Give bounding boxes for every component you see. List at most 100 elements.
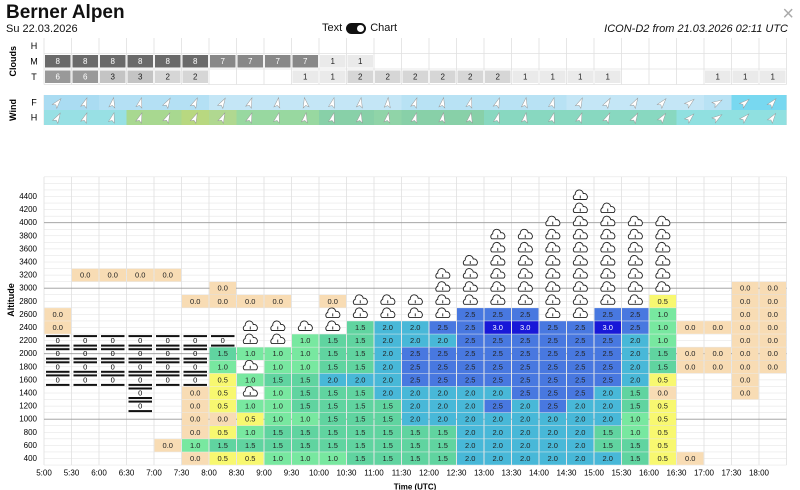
thermal-cell xyxy=(567,373,594,387)
thermal-value: 0.5 xyxy=(658,454,668,463)
thermal-cell xyxy=(182,452,209,465)
thermal-cell xyxy=(759,308,786,321)
inversion-bar xyxy=(46,348,70,351)
cloud-icon xyxy=(242,359,258,371)
cloud-cell xyxy=(347,70,373,83)
altitude-tick: 2400 xyxy=(19,323,37,332)
inversion-bar xyxy=(73,344,97,347)
thermal-cell xyxy=(594,308,621,321)
thermal-value: 0.5 xyxy=(218,454,228,463)
cloud-shape xyxy=(380,307,396,318)
cloud-shape xyxy=(517,228,533,240)
wind-arrow-icon xyxy=(355,96,363,109)
wind-arrow-shape xyxy=(520,111,528,124)
thermal-cell xyxy=(374,426,401,439)
toggle-switch[interactable] xyxy=(346,22,367,34)
thermal-cell xyxy=(429,360,456,374)
cloud-shape xyxy=(517,255,533,266)
inversion-bar xyxy=(183,370,207,373)
thermal-value: 0.5 xyxy=(218,389,228,398)
inversion-bar xyxy=(73,348,97,351)
page-title: Berner Alpen xyxy=(6,2,125,23)
wind-arrow-shape xyxy=(492,96,500,109)
cloud-shape xyxy=(490,228,506,240)
inversion-bar xyxy=(46,361,70,364)
cloud-value: 1 xyxy=(331,72,336,81)
inversion-bar xyxy=(73,361,97,364)
thermal-value: 0 xyxy=(83,336,87,345)
thermal-value: 1.5 xyxy=(328,402,338,411)
cloud-shape xyxy=(572,281,588,292)
view-toggle[interactable]: Text Chart xyxy=(322,22,397,34)
time-tick: 15:00 xyxy=(584,469,605,478)
thermal-value: 2.5 xyxy=(465,349,475,358)
inversion-bar xyxy=(183,357,207,360)
thermal-cell xyxy=(347,439,374,452)
cloud-icon xyxy=(490,281,506,292)
inversion-bar xyxy=(73,357,97,360)
thermal-cell xyxy=(649,426,676,439)
wind-arrow-icon xyxy=(438,111,446,124)
thermal-value: 2.0 xyxy=(603,415,613,424)
thermal-value: 2.0 xyxy=(383,323,393,332)
thermal-cell xyxy=(539,452,566,465)
thermal-cell xyxy=(594,347,621,360)
thermal-value: 1.0 xyxy=(328,454,338,463)
thermal-value: 1.5 xyxy=(410,454,420,463)
cloud-shape xyxy=(545,215,561,227)
cloud-value: 8 xyxy=(193,57,198,66)
cloud-icon xyxy=(517,268,533,279)
thermal-cell xyxy=(264,412,291,426)
cloud-icon xyxy=(600,281,616,292)
thermal-cell xyxy=(567,439,594,452)
thermal-value: 2.5 xyxy=(630,323,640,332)
thermal-cell xyxy=(402,334,429,347)
thermal-value: 1.5 xyxy=(218,441,228,450)
cloud-shape xyxy=(600,294,616,305)
cloud-value: 1 xyxy=(551,72,556,81)
cloud-cell xyxy=(402,70,428,83)
cloud-icon xyxy=(435,294,451,305)
thermal-value: 2.5 xyxy=(493,375,503,384)
wind-arrow-shape xyxy=(302,96,310,109)
cloud-icon xyxy=(517,281,533,292)
cloud-icon xyxy=(407,294,423,305)
thermal-cell xyxy=(319,426,346,439)
wind-arrow-icon xyxy=(272,111,280,124)
thermal-value: 0 xyxy=(138,402,142,411)
wind-arrow-shape xyxy=(711,99,723,109)
time-tick: 10:00 xyxy=(309,469,330,478)
thermal-value: 1.0 xyxy=(273,454,283,463)
thermal-value: 1.0 xyxy=(245,375,255,384)
cloud-value: 7 xyxy=(248,57,253,66)
thermal-value: 0.5 xyxy=(658,297,668,306)
thermal-cell xyxy=(347,386,374,400)
cloud-shape xyxy=(242,386,258,397)
thermal-value: 0 xyxy=(83,349,87,358)
thermal-cell xyxy=(457,426,484,439)
wind-arrow-icon xyxy=(327,111,335,124)
thermal-cell xyxy=(539,399,566,413)
thermal-value: 1.5 xyxy=(355,323,365,332)
thermal-value: 2.5 xyxy=(465,375,475,384)
thermal-value: 1.5 xyxy=(630,454,640,463)
cloud-icon xyxy=(572,255,588,266)
thermal-value: 2.5 xyxy=(438,362,448,371)
thermal-value: 1.5 xyxy=(383,428,393,437)
wind-arrow-shape xyxy=(438,96,446,109)
cloud-shape xyxy=(380,294,396,305)
cloud-icon xyxy=(517,255,533,266)
thermal-cell xyxy=(264,399,291,413)
close-icon[interactable]: × xyxy=(782,3,794,25)
wind-arrow-shape xyxy=(383,111,391,124)
thermal-cell xyxy=(429,347,456,360)
cloud-cell xyxy=(237,55,263,68)
inversion-bar xyxy=(183,383,207,386)
thermal-cell xyxy=(567,426,594,439)
thermal-value: 0.0 xyxy=(740,362,750,371)
cloud-cell xyxy=(100,70,126,83)
inversion-bar xyxy=(101,370,125,373)
thermal-cell xyxy=(347,452,374,465)
wind-arrow-shape xyxy=(465,96,473,109)
wind-arrow-icon xyxy=(327,96,335,109)
